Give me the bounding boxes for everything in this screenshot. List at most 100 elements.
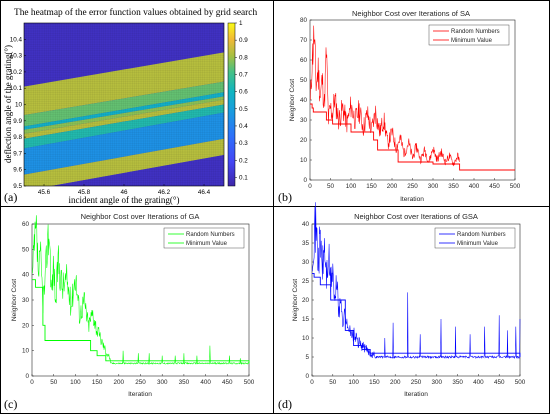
heatmap-y-tick-label: 9.6	[13, 167, 22, 174]
sa-chart-title: Neighbor Cost over Iterations of SA	[352, 9, 470, 18]
heatmap-y-ticks: 9.5 9.6 9.7 9.8 9.9 10 10.1 10.2 10.3 10.4	[10, 36, 26, 190]
x-tick-label: 100	[346, 183, 357, 190]
colorbar-tick-label: 0.3	[239, 140, 248, 147]
x-tick-label: 150	[92, 379, 103, 386]
x-tick-label: 250	[411, 379, 422, 386]
y-tick-label: 30	[22, 297, 30, 304]
x-tick-label: 400	[469, 183, 480, 190]
sa-legend-min: Minimum Value	[451, 38, 493, 44]
minimum-value-line	[32, 279, 250, 364]
colorbar-tick-label: 0.2	[239, 157, 248, 164]
colorbar-tick-label: 0.1	[239, 174, 248, 181]
heatmap-y-tick-label: 10.1	[10, 85, 23, 92]
heatmap-title: The heatmap of the error function values…	[14, 7, 257, 18]
minimum-value-line	[310, 103, 515, 171]
ga-ticks: 0 50 100 150 200 250 300 350 400 450 500 0 10 20 30 40 5…	[22, 221, 255, 386]
gsa-legend: Random Numbers Minimum Value	[434, 227, 516, 249]
x-tick-label: 250	[407, 183, 418, 190]
x-tick-label: 100	[348, 379, 359, 386]
x-tick-label: 200	[390, 379, 401, 386]
ga-legend-random: Random Numbers	[186, 232, 235, 238]
x-tick-label: 0	[308, 183, 312, 190]
random-numbers-line	[32, 215, 250, 365]
x-tick-label: 500	[244, 379, 255, 386]
heatmap-y-tick-label: 10	[15, 102, 23, 109]
gsa-legend-min: Minimum Value	[457, 241, 499, 247]
y-tick-label: 60	[22, 221, 30, 228]
ga-axes-box	[31, 223, 250, 377]
heatmap-x-label: incident angle of the grating(°)	[68, 195, 179, 205]
x-tick-label: 350	[452, 379, 463, 386]
x-tick-label: 0	[310, 379, 314, 386]
gsa-x-label: Iteration	[404, 391, 428, 398]
colorbar-tick-label: 0.4	[239, 123, 248, 130]
y-tick-label: 40	[22, 272, 30, 279]
x-tick-label: 450	[489, 183, 500, 190]
x-tick-label: 450	[494, 379, 505, 386]
x-tick-label: 50	[329, 379, 337, 386]
gsa-legend-random: Random Numbers	[457, 232, 506, 238]
x-tick-label: 500	[515, 379, 526, 386]
sa-y-label: Neighbor Cost	[289, 79, 296, 121]
colorbar-tick-label: 0.5	[239, 106, 248, 113]
y-tick-label: 10	[300, 157, 308, 164]
y-tick-label: 80	[300, 17, 308, 24]
x-tick-label: 400	[200, 379, 211, 386]
colorbar	[227, 22, 236, 187]
y-tick-label: 25	[302, 278, 310, 285]
gsa-y-label: Neighbor Cost	[292, 279, 299, 321]
y-tick-label: 0	[303, 177, 307, 184]
heatmap-y-tick-label: 10.3	[10, 53, 23, 60]
gsa-chart-panel: Neighbor Cost over Iterations of GSA 0 50…	[278, 202, 526, 411]
y-tick-label: 35	[302, 240, 310, 247]
x-tick-label: 200	[387, 183, 398, 190]
ga-y-label: Neighbor Cost	[11, 279, 18, 321]
x-tick-label: 250	[135, 379, 146, 386]
gsa-axes-box	[311, 223, 521, 377]
sa-x-label: Iteration	[400, 196, 424, 203]
y-tick-label: 30	[302, 259, 310, 266]
heatmap-y-tick-label: 9.8	[13, 134, 22, 141]
y-tick-label: 20	[302, 297, 310, 304]
heatmap-grid	[24, 23, 224, 186]
ga-plot	[32, 215, 250, 365]
sa-legend: Random Numbers Minimum Value	[428, 24, 510, 46]
gsa-chart-title: Neighbor Cost over Iterations of GSA	[354, 212, 478, 221]
random-numbers-line	[312, 202, 521, 360]
y-tick-label: 0	[25, 373, 29, 380]
x-tick-label: 50	[327, 183, 335, 190]
colorbar-ticks: 0.1 0.2 0.3 0.4 0.5 0.6 0.7 0.8 0.9 1	[235, 20, 248, 181]
heatmap-x-ticks: 45.6 45.8 46 46.2 46.4	[38, 184, 211, 196]
random-numbers-line	[310, 25, 460, 167]
x-tick-label: 200	[114, 379, 125, 386]
heatmap-x-tick-label: 46.4	[198, 189, 211, 196]
heatmap-x-tick-label: 46	[120, 189, 128, 196]
y-tick-label: 0	[305, 373, 309, 380]
colorbar-tick-label: 0.9	[239, 37, 248, 44]
y-tick-label: 15	[302, 316, 310, 323]
x-tick-label: 100	[70, 379, 81, 386]
panel-label-c: (c)	[4, 397, 17, 411]
x-tick-label: 0	[30, 379, 34, 386]
y-tick-label: 50	[22, 246, 30, 253]
y-tick-label: 10	[22, 348, 30, 355]
heatmap-y-tick-label: 10.2	[10, 69, 23, 76]
ga-x-label: Iteration	[128, 391, 152, 398]
heatmap-y-label: deflection angle of the grating(°)	[3, 45, 13, 163]
ga-chart-title: Neighbor Cost over Iterations of GA	[81, 212, 200, 221]
minimum-value-line	[312, 272, 521, 357]
ga-chart-panel: Neighbor Cost over Iterations of GA 0 50 1…	[4, 212, 255, 411]
x-tick-label: 300	[157, 379, 168, 386]
sa-plot	[310, 25, 515, 171]
y-tick-label: 20	[22, 322, 30, 329]
colorbar-tick-label: 0.8	[239, 54, 248, 61]
y-tick-label: 40	[300, 97, 308, 104]
ga-legend: Random Numbers Minimum Value	[163, 227, 245, 249]
heatmap-x-tick-label: 45.6	[38, 189, 51, 196]
panel-label-d: (d)	[278, 397, 292, 411]
x-tick-label: 50	[50, 379, 58, 386]
colorbar-tick-label: 1	[239, 20, 243, 27]
sa-chart-panel: Neighbor Cost over Iterations of SA 0 50 1…	[278, 9, 521, 204]
panel-label-a: (a)	[4, 190, 17, 204]
y-tick-label: 5	[305, 354, 309, 361]
